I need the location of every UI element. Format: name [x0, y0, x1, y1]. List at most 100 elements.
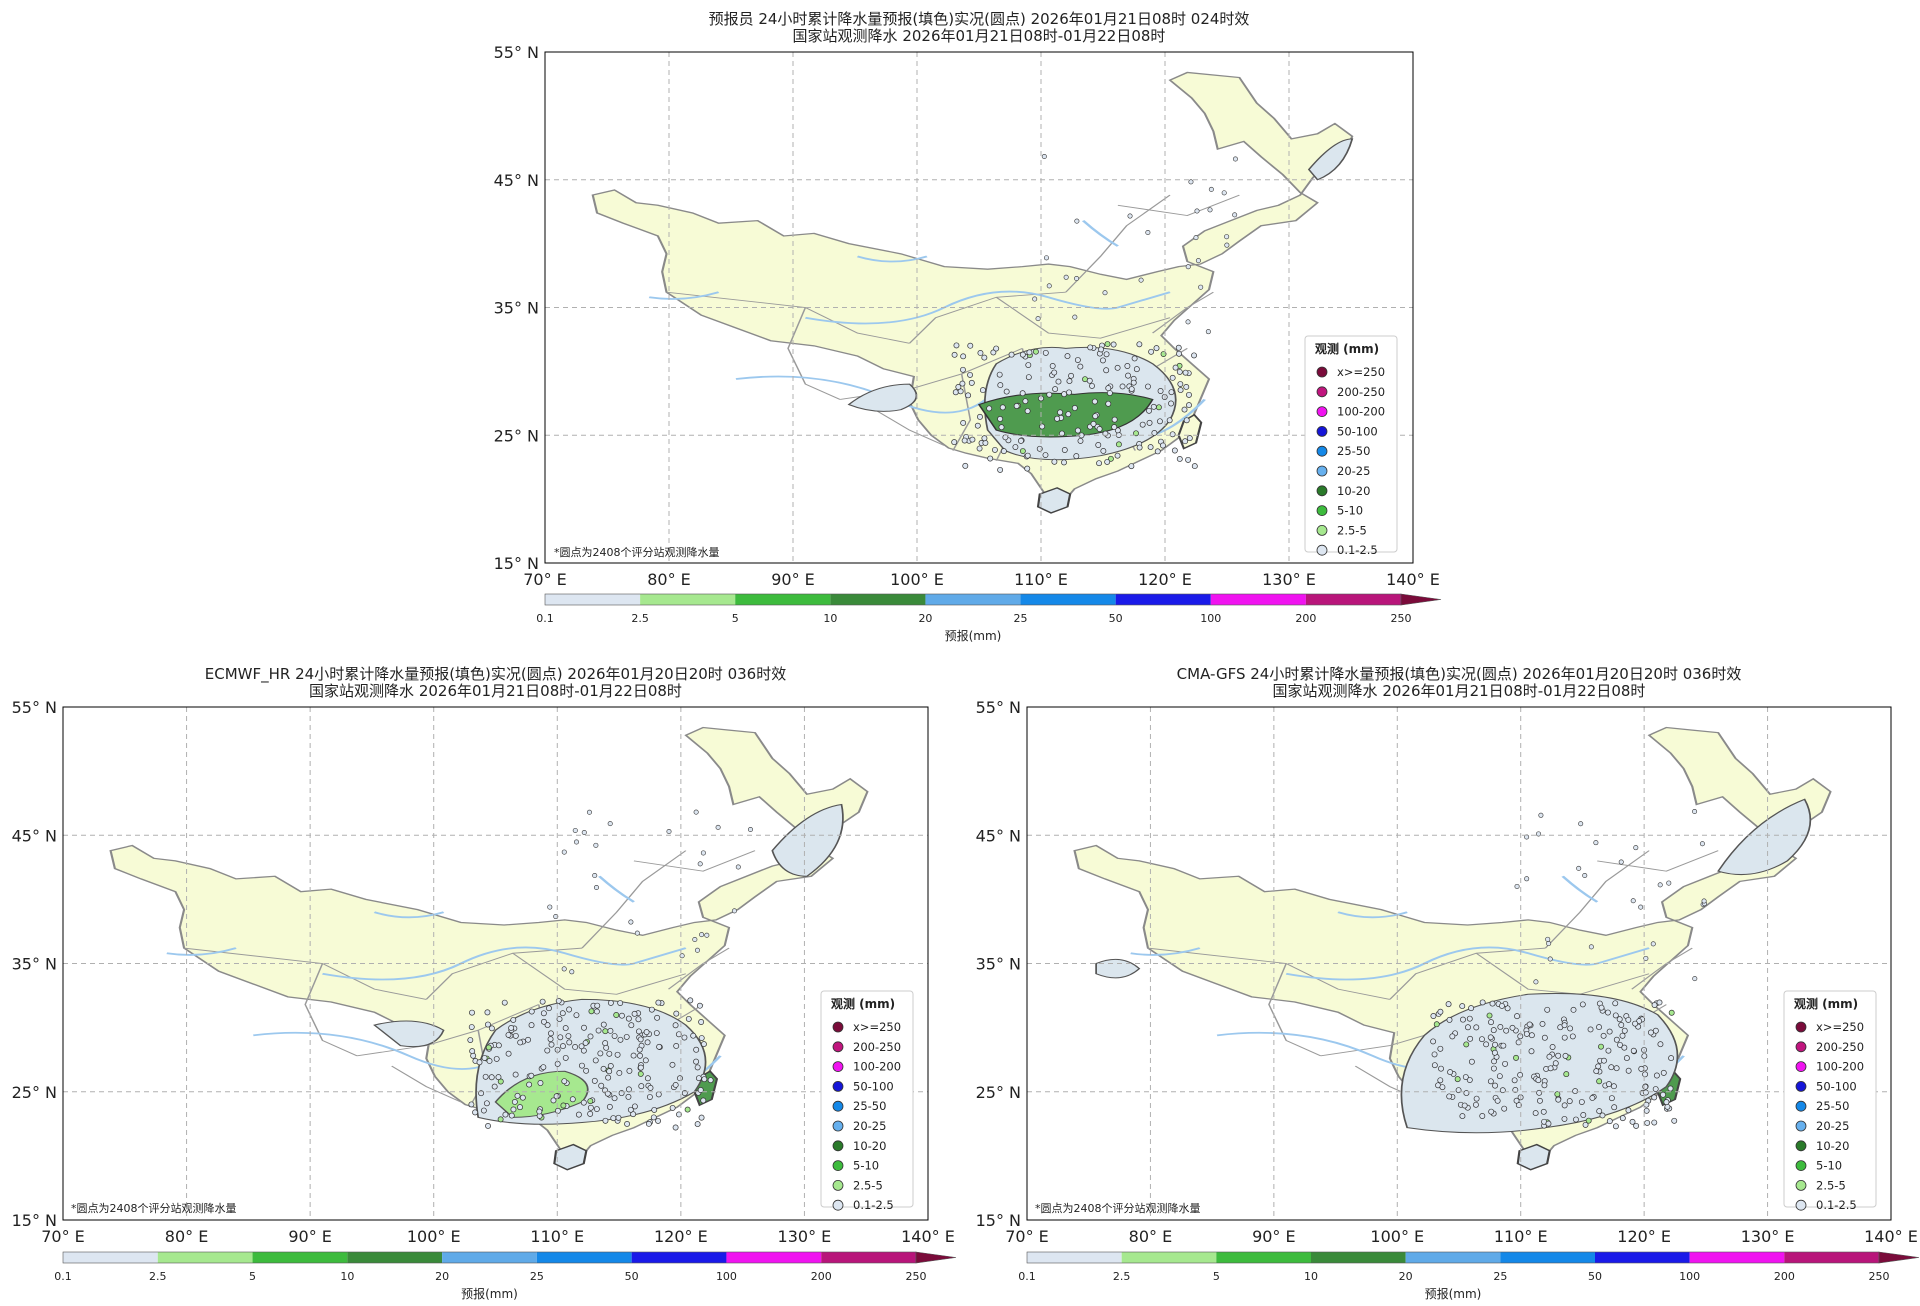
station-dot [1185, 456, 1192, 463]
station-dot [1191, 352, 1197, 359]
station-dot [569, 1096, 576, 1103]
legend-marker [832, 1199, 844, 1211]
station-dot [1563, 1071, 1570, 1078]
station-dot [1035, 316, 1041, 322]
station-dot [1666, 880, 1672, 886]
station-dot [1043, 255, 1049, 261]
station-dot [1019, 351, 1026, 358]
observation-dots [467, 809, 753, 1131]
station-dot [692, 936, 698, 942]
station-dot [1466, 1077, 1473, 1083]
station-dot [547, 1036, 554, 1043]
station-dot [643, 1029, 650, 1036]
station-dot [626, 1067, 633, 1074]
station-dot [598, 1082, 605, 1089]
obs-legend: 观测 (mm) x>=250 200-250 100-200 50-100 25-50 20… [1783, 990, 1877, 1212]
station-dot [1643, 955, 1649, 961]
legend-marker [832, 1180, 844, 1191]
station-dot [991, 446, 998, 453]
station-dot [546, 1005, 552, 1012]
station-dot [1572, 1088, 1579, 1095]
station-dot [572, 827, 578, 833]
station-dot [1528, 1032, 1535, 1039]
station-dot [1107, 455, 1114, 462]
station-dot [1186, 402, 1192, 409]
lon-label: 80° E [1129, 1227, 1173, 1246]
station-dot [999, 404, 1006, 411]
station-dot [595, 1027, 602, 1034]
station-dot [681, 1090, 688, 1097]
station-dot [693, 1046, 700, 1053]
station-dot [1605, 1047, 1612, 1054]
station-dot [1104, 458, 1111, 465]
station-dot [1509, 1024, 1516, 1031]
colorbar-segment [726, 1252, 822, 1263]
station-dot [510, 1016, 517, 1023]
station-dot [1074, 427, 1081, 434]
station-dot [655, 1117, 661, 1124]
legend-label: 25-50 [1816, 1099, 1849, 1113]
station-dot [1663, 1099, 1670, 1106]
gridlines [63, 707, 928, 1220]
station-dot [561, 1078, 568, 1085]
station-dot [625, 1093, 632, 1100]
colorbar-segment [1305, 594, 1401, 605]
station-dot [1459, 1113, 1466, 1120]
station-dot [656, 1043, 663, 1050]
station-dot [1492, 1041, 1499, 1048]
legend-label: 100-200 [853, 1060, 901, 1074]
station-dot [1446, 1016, 1453, 1023]
station-dot [592, 1057, 599, 1064]
station-dot [593, 842, 599, 848]
legend-label: 25-50 [1337, 444, 1370, 458]
station-dot [976, 445, 983, 452]
station-dot [1100, 448, 1107, 454]
station-dot [606, 1050, 613, 1057]
station-dot [977, 413, 983, 420]
province-border [1544, 850, 1650, 949]
station-dot [747, 826, 753, 832]
station-dot [501, 999, 508, 1006]
station-dot [1539, 1021, 1546, 1027]
station-dot [644, 1075, 651, 1082]
lon-label: 140° E [901, 1227, 955, 1246]
station-dot [1181, 406, 1188, 413]
legend-marker [1795, 1081, 1807, 1092]
colorbar-tick: 10 [340, 1270, 354, 1283]
station-dot [1430, 1038, 1437, 1045]
station-dot [1232, 212, 1238, 218]
station-dot [1699, 841, 1705, 847]
station-dot [614, 1051, 621, 1058]
station-dot [1625, 1016, 1632, 1023]
station-dot [1561, 1115, 1568, 1122]
colorbar-segment [1027, 1252, 1122, 1263]
obs-legend: 观测 (mm) x>=250 200-250 100-200 50-100 25-50 20… [1304, 335, 1398, 557]
station-dot [1063, 274, 1069, 280]
colorbar-tick: 0.1 [54, 1270, 72, 1283]
lon-label: 130° E [1262, 570, 1316, 589]
colorbar-tick: 25 [1014, 612, 1028, 625]
station-note: *圆点为2408个评分站观测降水量 [554, 545, 720, 559]
station-dot [561, 966, 567, 972]
station-dot [1185, 319, 1191, 325]
station-dot [1517, 1071, 1524, 1078]
station-dot [694, 947, 700, 953]
legend-label: 200-250 [853, 1040, 901, 1054]
lon-label: 110° E [1494, 1227, 1548, 1246]
legend-label: 0.1-2.5 [853, 1198, 894, 1212]
station-dot [628, 1022, 635, 1029]
legend-label: x>=250 [1337, 365, 1385, 379]
station-dot [651, 1106, 658, 1113]
river [804, 290, 1171, 325]
lon-label: 130° E [778, 1227, 832, 1246]
station-dot [685, 1015, 692, 1022]
station-dot [1642, 1089, 1649, 1096]
station-dot [1127, 213, 1133, 219]
legend-marker [1795, 1100, 1807, 1112]
station-dot [1151, 430, 1158, 436]
station-dot [1533, 979, 1539, 985]
station-dot [675, 1031, 682, 1038]
lat-label: 35° N [12, 955, 57, 974]
station-dot [600, 1065, 607, 1072]
station-dot [495, 1042, 502, 1049]
